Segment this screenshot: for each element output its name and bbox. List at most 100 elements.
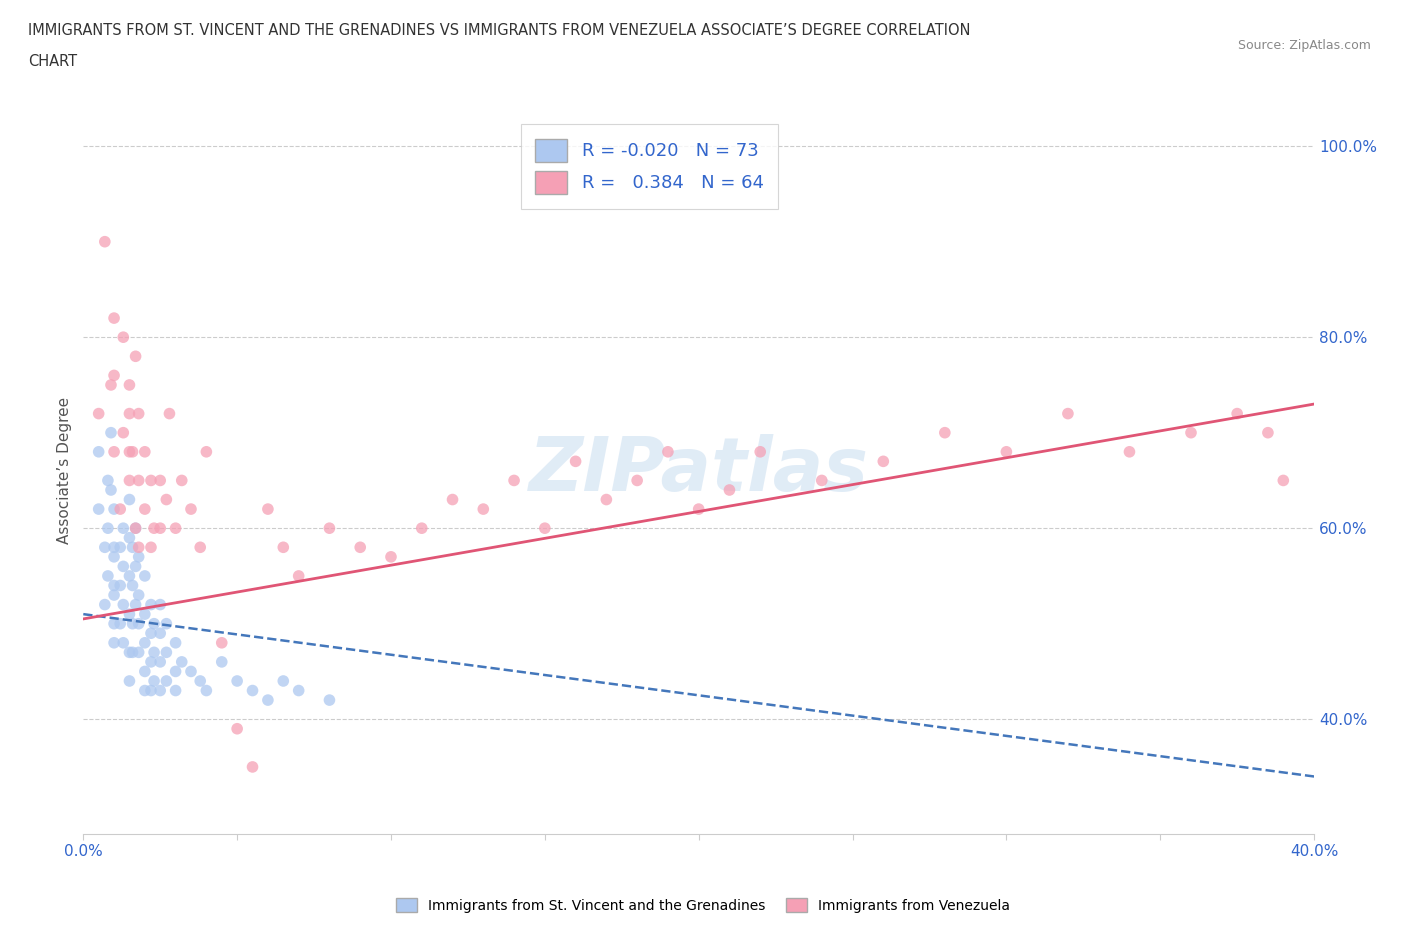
Point: [121, 445, 143, 459]
Point: [128, 644, 150, 659]
Point: [159, 406, 181, 421]
Legend: Immigrants from St. Vincent and the Grenadines, Immigrants from Venezuela: Immigrants from St. Vincent and the Gren…: [391, 893, 1015, 919]
Point: [195, 445, 218, 459]
Point: [124, 521, 146, 536]
Point: [441, 492, 464, 507]
Point: [124, 521, 146, 536]
Point: [87, 445, 110, 459]
Point: [118, 673, 141, 688]
Point: [170, 473, 193, 488]
Point: [149, 597, 172, 612]
Point: [87, 501, 110, 516]
Point: [94, 597, 117, 612]
Point: [211, 655, 233, 670]
Point: [121, 539, 143, 554]
Point: [103, 588, 125, 603]
Point: [121, 578, 143, 593]
Point: [411, 521, 433, 536]
Point: [128, 588, 150, 603]
Point: [242, 684, 264, 698]
Point: [87, 406, 110, 421]
Point: [143, 521, 166, 536]
Point: [749, 445, 772, 459]
Y-axis label: Associate’s Degree: Associate’s Degree: [58, 397, 72, 544]
Point: [934, 425, 956, 440]
Point: [134, 684, 156, 698]
Text: ZIPatlas: ZIPatlas: [529, 434, 869, 508]
Point: [94, 234, 117, 249]
Point: [118, 644, 141, 659]
Point: [534, 521, 557, 536]
Point: [118, 378, 141, 392]
Point: [380, 550, 402, 565]
Point: [103, 501, 125, 516]
Point: [112, 330, 135, 345]
Point: [143, 644, 166, 659]
Point: [97, 568, 120, 583]
Point: [155, 617, 177, 631]
Point: [271, 673, 294, 688]
Text: Source: ZipAtlas.com: Source: ZipAtlas.com: [1237, 39, 1371, 52]
Point: [165, 664, 187, 679]
Point: [128, 550, 150, 565]
Point: [112, 559, 135, 574]
Point: [139, 597, 162, 612]
Point: [170, 655, 193, 670]
Point: [124, 597, 146, 612]
Point: [349, 539, 371, 554]
Point: [139, 539, 162, 554]
Point: [100, 425, 122, 440]
Point: [595, 492, 617, 507]
Point: [1226, 406, 1249, 421]
Point: [872, 454, 894, 469]
Point: [103, 445, 125, 459]
Point: [118, 530, 141, 545]
Point: [180, 664, 202, 679]
Point: [134, 664, 156, 679]
Point: [124, 349, 146, 364]
Point: [226, 722, 249, 737]
Point: [100, 378, 122, 392]
Point: [128, 539, 150, 554]
Point: [110, 578, 132, 593]
Point: [110, 539, 132, 554]
Point: [257, 693, 280, 708]
Point: [149, 655, 172, 670]
Point: [810, 473, 832, 488]
Point: [128, 406, 150, 421]
Point: [503, 473, 526, 488]
Point: [165, 684, 187, 698]
Point: [121, 617, 143, 631]
Point: [242, 760, 264, 775]
Point: [139, 473, 162, 488]
Point: [1180, 425, 1202, 440]
Text: IMMIGRANTS FROM ST. VINCENT AND THE GRENADINES VS IMMIGRANTS FROM VENEZUELA ASSO: IMMIGRANTS FROM ST. VINCENT AND THE GREN…: [28, 23, 970, 38]
Point: [94, 539, 117, 554]
Point: [155, 673, 177, 688]
Point: [287, 568, 309, 583]
Point: [188, 673, 211, 688]
Point: [139, 655, 162, 670]
Point: [118, 568, 141, 583]
Point: [110, 617, 132, 631]
Point: [128, 473, 150, 488]
Point: [124, 559, 146, 574]
Point: [257, 501, 280, 516]
Point: [97, 521, 120, 536]
Point: [103, 635, 125, 650]
Point: [134, 606, 156, 621]
Point: [121, 644, 143, 659]
Point: [155, 644, 177, 659]
Point: [110, 501, 132, 516]
Text: CHART: CHART: [28, 54, 77, 69]
Point: [995, 445, 1018, 459]
Point: [149, 684, 172, 698]
Point: [100, 483, 122, 498]
Point: [134, 445, 156, 459]
Point: [143, 673, 166, 688]
Point: [688, 501, 710, 516]
Point: [143, 617, 166, 631]
Point: [226, 673, 249, 688]
Point: [188, 539, 211, 554]
Point: [1272, 473, 1295, 488]
